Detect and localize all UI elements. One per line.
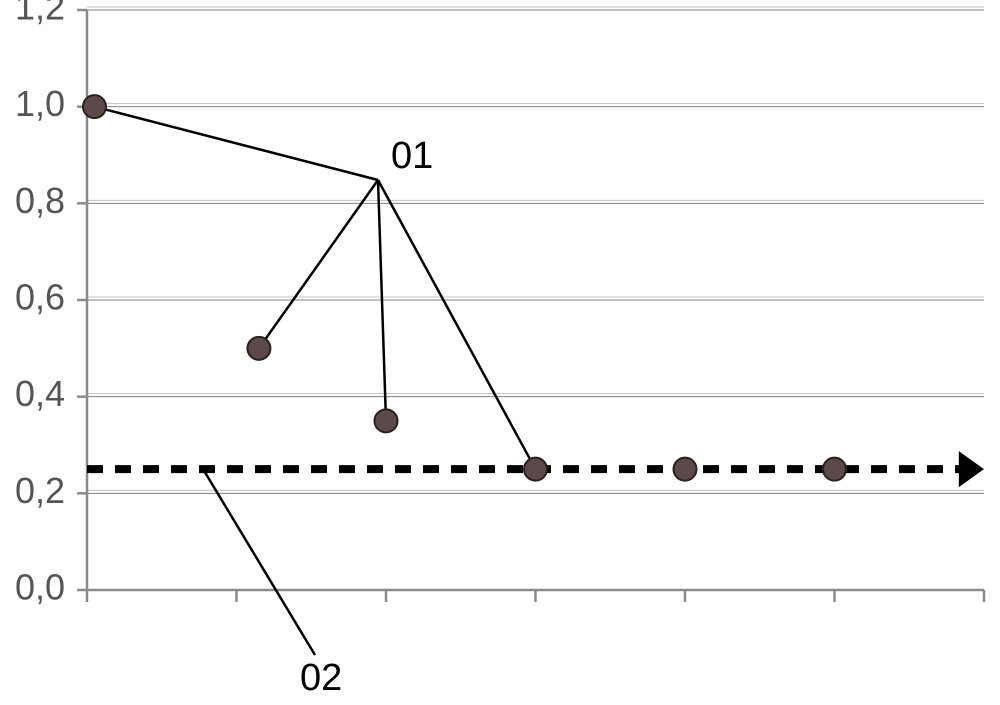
data-marker [83,95,106,118]
callout-label-02: 02 [300,657,342,699]
chart-background [0,0,1000,705]
y-tick-label: 0,0 [15,567,65,608]
y-tick-label: 0,2 [15,470,65,511]
data-marker [674,458,697,481]
callout-label-01: 01 [391,135,433,177]
data-marker [247,337,270,360]
data-marker [375,409,398,432]
y-tick-label: 0,8 [15,180,65,221]
chart-svg: 0,0 0,2 0,4 0,6 0,8 1,0 1,2 01 02 [0,0,1000,705]
y-tick-label: 1,0 [15,83,65,124]
y-tick-label: 0,4 [15,373,65,414]
y-tick-label: 0,6 [15,277,65,318]
data-marker [524,458,547,481]
chart-container: 0,0 0,2 0,4 0,6 0,8 1,0 1,2 01 02 [0,0,1000,705]
data-marker [823,458,846,481]
y-tick-label: 1,2 [15,0,65,28]
